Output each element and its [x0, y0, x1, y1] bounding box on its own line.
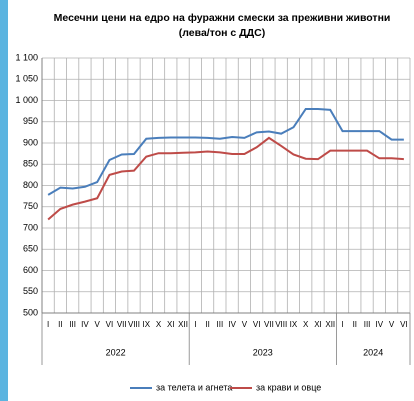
x-tick-label: XI [167, 320, 175, 329]
x-tick-label: VI [106, 320, 114, 329]
year-label: 2024 [363, 347, 383, 357]
x-tick-label: VIII [128, 320, 140, 329]
x-tick-label: III [364, 320, 371, 329]
y-tick-label: 1 050 [15, 74, 38, 84]
y-tick-label: 950 [23, 116, 38, 126]
x-tick-label: IV [228, 320, 236, 329]
x-tick-label: V [389, 320, 395, 329]
x-tick-label: IX [142, 320, 150, 329]
y-tick-label: 550 [23, 286, 38, 296]
x-tick-label: II [205, 320, 209, 329]
x-tick-label: VI [400, 320, 408, 329]
y-tick-label: 600 [23, 265, 38, 275]
y-tick-label: 800 [23, 180, 38, 190]
series-line [47, 136, 404, 221]
x-tick-label: V [242, 320, 248, 329]
series-line [47, 108, 404, 196]
legend-label: за телета и агнета [156, 382, 232, 392]
x-tick-label: IV [376, 320, 384, 329]
y-tick-label: 900 [23, 137, 38, 147]
x-tick-label: IV [81, 320, 89, 329]
y-tick-label: 700 [23, 222, 38, 232]
x-tick-label: VIII [275, 320, 287, 329]
chart-subtitle: (лева/тон с ДДС) [179, 27, 265, 39]
y-tick-label: 1 100 [15, 52, 38, 62]
x-tick-label: III [217, 320, 224, 329]
side-bar [0, 0, 8, 401]
x-tick-label: II [353, 320, 357, 329]
x-tick-label: I [47, 320, 49, 329]
legend-label: за крави и овце [256, 382, 321, 392]
x-tick-label: XII [178, 320, 188, 329]
y-tick-label: 500 [23, 307, 38, 317]
x-tick-label: X [303, 320, 309, 329]
year-label: 2022 [106, 347, 126, 357]
x-tick-label: II [58, 320, 62, 329]
x-tick-label: X [156, 320, 162, 329]
x-tick-label: VII [264, 320, 274, 329]
x-tick-label: VI [253, 320, 261, 329]
x-tick-label: III [69, 320, 76, 329]
y-tick-label: 650 [23, 244, 38, 254]
y-tick-label: 750 [23, 201, 38, 211]
x-tick-label: V [95, 320, 101, 329]
x-tick-label: XI [314, 320, 322, 329]
y-tick-label: 1 000 [15, 95, 38, 105]
y-tick-label: 850 [23, 159, 38, 169]
x-tick-label: XII [325, 320, 335, 329]
chart-title: Месечни цени на едро на фуражни смески з… [54, 12, 391, 24]
x-tick-label: IX [290, 320, 298, 329]
year-label: 2023 [253, 347, 273, 357]
x-tick-label: VII [117, 320, 127, 329]
x-tick-label: I [341, 320, 343, 329]
x-tick-label: I [194, 320, 196, 329]
